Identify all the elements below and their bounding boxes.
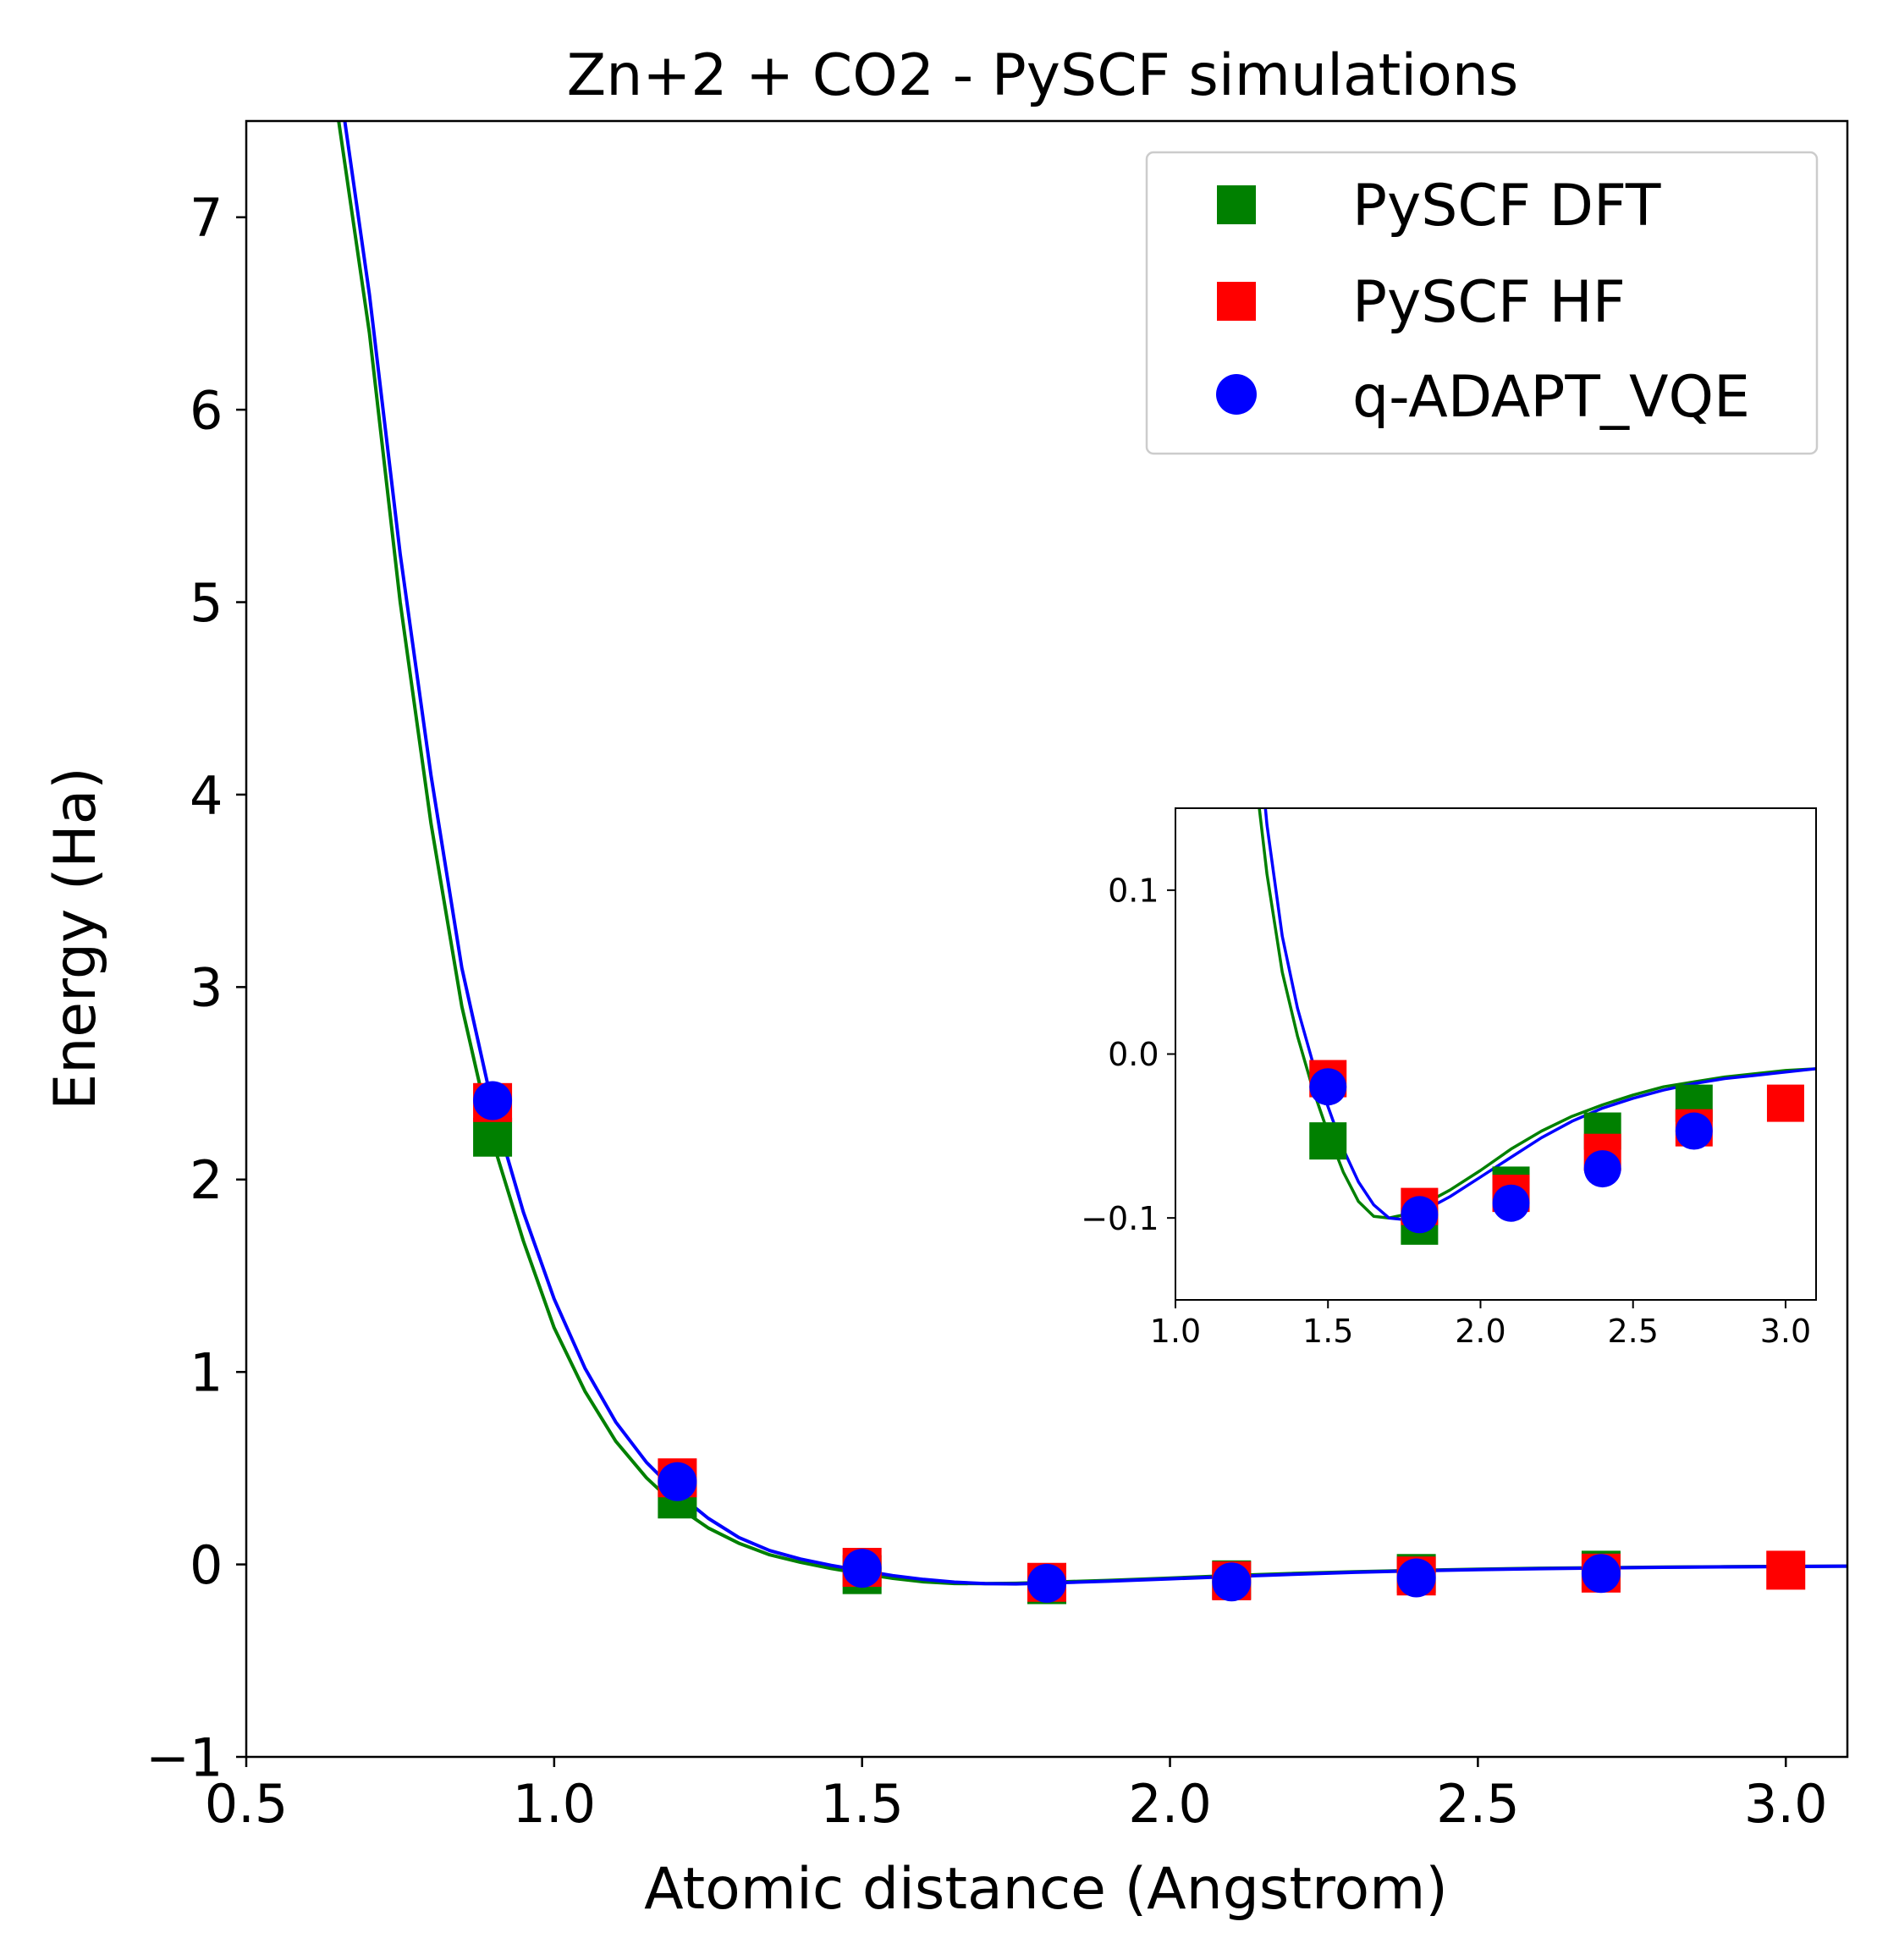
x-tick-label: 2.0 [1128, 1773, 1212, 1835]
q-adapt-vqe-point [1309, 1068, 1347, 1106]
main-y-ticks: −1 0 1 2 3 4 5 6 7 [146, 187, 246, 1788]
x-tick-label: 1.5 [820, 1773, 904, 1835]
y-tick-label: 2 [190, 1149, 223, 1211]
x-tick-label: 3.0 [1744, 1773, 1828, 1835]
legend-label-dft: PySCF DFT [1352, 173, 1661, 239]
y-axis-label: Energy (Ha) [42, 767, 109, 1110]
y-tick-label: 7 [190, 187, 223, 249]
y-tick-label: 3 [190, 957, 223, 1019]
q-adapt-vqe-point [658, 1462, 697, 1501]
y-tick-label: 4 [190, 764, 223, 826]
q-adapt-vqe-point [1212, 1562, 1252, 1602]
y-tick-label: 0 [190, 1534, 223, 1596]
x-tick-label: 2.5 [1607, 1313, 1658, 1350]
y-tick-label: 0.0 [1108, 1036, 1159, 1073]
q-adapt-vqe-point [1583, 1150, 1621, 1188]
main-markers [473, 1081, 1806, 1605]
inset-curves [1258, 808, 1816, 1221]
dft-fit-curve [1258, 808, 1816, 1219]
q-adapt-vqe-point [842, 1549, 882, 1588]
x-tick-label: 1.0 [1150, 1313, 1201, 1350]
inset-x-ticks: 1.0 1.5 2.0 2.5 3.0 [1150, 1300, 1811, 1350]
legend-dft-square-marker [1217, 185, 1256, 224]
pyscf-hf-point [1766, 1084, 1804, 1122]
y-tick-label: 6 [190, 379, 223, 441]
x-tick-label: 1.5 [1302, 1313, 1353, 1350]
x-tick-label: 3.0 [1760, 1313, 1811, 1350]
x-tick-label: 2.0 [1455, 1313, 1505, 1350]
main-x-ticks: 0.5 1.0 1.5 2.0 2.5 3.0 [205, 1757, 1828, 1835]
vqe-fit-curve [1263, 808, 1816, 1221]
inset-y-ticks: −0.1 0.0 0.1 [1081, 873, 1175, 1237]
main-axes-frame [245, 119, 1849, 1759]
vqe-fit-curve [343, 121, 1847, 1586]
q-adapt-vqe-point [1401, 1196, 1439, 1234]
q-adapt-vqe-point [1581, 1554, 1621, 1594]
main-curves [337, 121, 1847, 1586]
y-tick-label: 0.1 [1108, 873, 1159, 910]
pyscf-dft-point [1309, 1122, 1347, 1160]
y-tick-label: −1 [146, 1726, 223, 1788]
legend-label-hf: PySCF HF [1352, 269, 1626, 336]
inset-axes-frame [1175, 807, 1817, 1301]
inset-markers [1309, 1060, 1804, 1245]
legend-hf-square-marker [1217, 282, 1256, 321]
inset-plot-area: 1.0 1.5 2.0 2.5 3.0 −0.1 0.0 0.1 [1081, 807, 1817, 1350]
x-tick-label: 2.5 [1436, 1773, 1520, 1835]
y-tick-label: −0.1 [1081, 1200, 1159, 1237]
q-adapt-vqe-point [1396, 1558, 1436, 1598]
q-adapt-vqe-point [473, 1081, 513, 1120]
y-tick-label: 5 [190, 572, 223, 634]
y-tick-label: 1 [190, 1341, 223, 1403]
x-axis-label: Atomic distance (Angstrom) [644, 1856, 1448, 1923]
x-tick-label: 0.5 [205, 1773, 289, 1835]
x-tick-label: 1.0 [513, 1773, 597, 1835]
inset-background [1175, 808, 1816, 1300]
main-plot-area: 0.5 1.0 1.5 2.0 2.5 3.0 −1 0 1 2 3 4 5 6 7 [146, 119, 1849, 1835]
legend: PySCF DFT PySCF HF q-ADAPT_VQE [1145, 151, 1819, 455]
legend-label-vqe: q-ADAPT_VQE [1352, 364, 1750, 431]
legend-box [1145, 151, 1819, 455]
q-adapt-vqe-point [1027, 1563, 1066, 1603]
q-adapt-vqe-point [1675, 1112, 1713, 1150]
chart-title: Zn+2 + CO2 - PySCF simulations [567, 42, 1519, 109]
q-adapt-vqe-point [1492, 1184, 1530, 1222]
pyscf-dft-point [473, 1117, 513, 1157]
pyscf-hf-point [1766, 1550, 1806, 1590]
legend-vqe-circle-marker [1216, 374, 1257, 415]
